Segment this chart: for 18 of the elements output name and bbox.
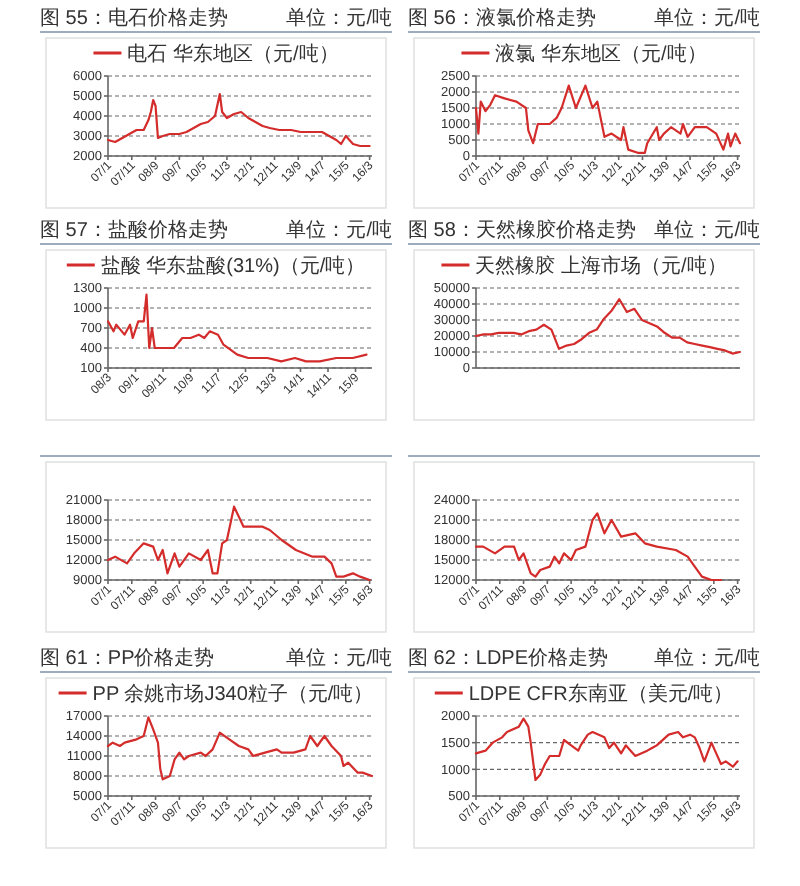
legend-label: 液氯 华东地区（元/吨） [495, 42, 707, 66]
legend-label: PP 余姚市场J340粒子（元/吨） [92, 682, 374, 706]
chart-title: 图 56：液氯价格走势 [408, 6, 596, 30]
chart-subtitle: 单位：元/吨 [286, 6, 392, 30]
chart-subtitle: 单位：元/吨 [286, 646, 392, 670]
chart-title: 图 61：PP价格走势 [40, 646, 215, 670]
chart-title: 图 62：LDPE价格走势 [408, 646, 609, 670]
chart-subtitle: 单位：元/吨 [654, 6, 760, 30]
chart-subtitle: 单位：元/吨 [286, 218, 392, 242]
legend-label: 盐酸 华东盐酸(31%)（元/吨） [100, 254, 366, 278]
chart-title: 图 58：天然橡胶价格走势 [408, 218, 636, 242]
chart-title: 图 57：盐酸价格走势 [40, 218, 228, 242]
legend-label: 天然橡胶 上海市场（元/吨） [475, 254, 727, 278]
chart-subtitle: 单位：元/吨 [654, 646, 760, 670]
chart-title: 图 55：电石价格走势 [40, 6, 228, 30]
legend-label: 电石 华东地区（元/吨） [127, 42, 339, 66]
chart-subtitle: 单位：元/吨 [654, 218, 760, 242]
legend-label: LDPE CFR东南亚（美元/吨） [468, 682, 734, 706]
